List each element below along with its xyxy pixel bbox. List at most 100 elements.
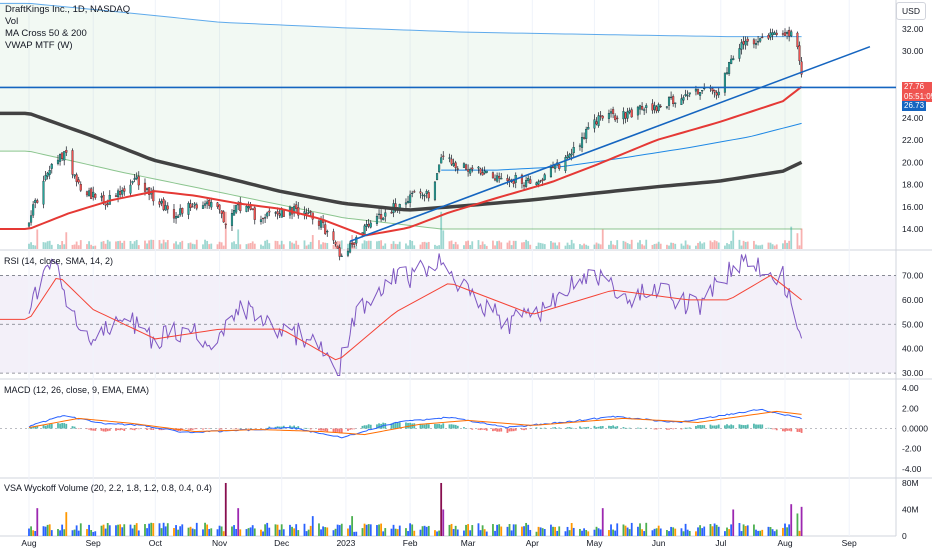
wyckoff-volume-bar <box>334 528 337 536</box>
wyckoff-volume-bar <box>581 530 583 536</box>
candle-body <box>36 200 39 203</box>
wyckoff-volume-bar <box>674 528 677 536</box>
volume-bar <box>260 244 262 249</box>
candle-body <box>177 215 180 218</box>
wyckoff-volume-bar <box>539 527 542 536</box>
volume-bar <box>699 241 701 249</box>
volume-bar <box>166 240 169 249</box>
wyckoff-volume-bar <box>123 524 126 536</box>
volume-bar <box>187 243 190 249</box>
volume-bar <box>28 243 30 249</box>
volume-bar <box>150 239 153 249</box>
wyckoff-volume-bar <box>237 508 240 536</box>
indicator-label-vwap[interactable]: VWAP MTF (W) <box>5 40 73 51</box>
candle-body <box>264 217 267 219</box>
indicator-label-ma-cross[interactable]: MA Cross 50 & 200 <box>5 28 87 39</box>
signal-line <box>28 410 802 436</box>
macd-histogram-bar <box>394 422 397 429</box>
wyckoff-volume-bar <box>622 524 625 536</box>
wyckoff-volume-bar <box>436 531 438 536</box>
wyckoff-tick-label: 40M <box>902 504 919 514</box>
candle-body <box>464 164 468 170</box>
macd-histogram-bar <box>158 428 161 431</box>
rsi-pane-label[interactable]: RSI (14, close, SMA, 14, 2) <box>4 256 114 266</box>
volume-bar <box>423 241 426 249</box>
volume-bar <box>659 243 662 249</box>
macd-histogram-bar <box>108 428 111 431</box>
wyckoff-volume-bar <box>326 527 329 536</box>
price-tick-label: 18.00 <box>902 180 924 190</box>
candle-body <box>175 216 178 219</box>
candle-body <box>732 58 735 61</box>
wyckoff-volume-bar <box>450 523 453 536</box>
wyckoff-volume-bar <box>117 524 119 536</box>
macd-histogram-bar <box>639 427 641 429</box>
wyckoff-volume-bar <box>59 530 61 536</box>
macd-histogram-bar <box>405 422 407 429</box>
volume-bar <box>102 241 105 249</box>
candle-body <box>172 209 176 219</box>
wyckoff-volume-bar <box>413 530 416 536</box>
candle-body <box>512 178 515 184</box>
wyckoff-volume-bar <box>500 526 503 536</box>
volume-bar <box>390 243 393 249</box>
macd-histogram-bar <box>510 428 513 432</box>
candle-body <box>106 203 109 205</box>
candle-body <box>670 96 673 99</box>
wyckoff-volume-bar <box>322 526 325 536</box>
volume-bars <box>28 211 803 249</box>
candle-body <box>324 224 327 234</box>
volume-bar <box>599 244 602 249</box>
candle-body <box>266 212 269 217</box>
volume-bar <box>181 240 184 249</box>
macd-histogram-bar <box>587 426 590 429</box>
wyckoff-volume-bar <box>376 525 378 536</box>
macd-histogram-bar <box>303 427 306 429</box>
candle-body <box>638 105 642 110</box>
macd-histogram-bar <box>535 427 538 429</box>
candle-body <box>42 180 45 205</box>
indicator-label-volume[interactable]: Vol <box>5 16 19 27</box>
macd-histogram-bar <box>115 428 117 431</box>
volume-bar <box>717 242 720 249</box>
macd-histogram-bar <box>46 425 49 429</box>
volume-bar <box>628 244 631 249</box>
volume-bar <box>554 242 556 249</box>
candle-body <box>601 115 604 119</box>
vwap-mid-line <box>441 122 802 171</box>
candle-body <box>278 213 281 216</box>
candle-body <box>336 245 339 249</box>
volume-bar <box>469 244 472 249</box>
symbol-title[interactable]: DraftKings Inc., 1D, NASDAQ <box>5 4 131 15</box>
wyckoff-pane-label[interactable]: VSA Wyckoff Volume (20, 2.2, 1.8, 1.2, 0… <box>4 483 212 493</box>
currency-button[interactable]: USD <box>896 2 926 20</box>
volume-bar <box>521 242 523 249</box>
volume-bar <box>512 240 515 249</box>
candle-body <box>551 166 555 169</box>
candle-body <box>340 255 343 257</box>
wyckoff-volume-bar <box>160 528 163 536</box>
wyckoff-volume-bar <box>481 525 484 536</box>
candle-body <box>117 190 120 198</box>
macd-histogram-bar <box>276 426 279 429</box>
candle-body <box>442 155 445 157</box>
wyckoff-volume-bar <box>216 529 219 536</box>
macd-histogram-bar <box>757 424 759 429</box>
macd-histogram-bar <box>552 427 554 429</box>
wyckoff-volume-bar <box>695 531 697 536</box>
volume-bar <box>133 241 136 249</box>
macd-pane-label[interactable]: MACD (12, 26, close, 9, EMA, EMA) <box>4 385 150 395</box>
wyckoff-volume-bar <box>42 526 45 536</box>
wyckoff-volume-bar <box>79 523 82 536</box>
macd-histogram-bar <box>86 428 88 430</box>
candle-body <box>363 225 366 235</box>
wyckoff-volume-bar <box>593 529 596 536</box>
macd-histogram-bar <box>695 425 697 429</box>
volume-bar <box>262 245 264 249</box>
candle-body <box>667 97 671 106</box>
volume-bar <box>771 244 774 249</box>
wyckoff-volume-bar <box>703 526 706 536</box>
candle-body <box>525 180 528 187</box>
volume-bar <box>295 240 298 249</box>
